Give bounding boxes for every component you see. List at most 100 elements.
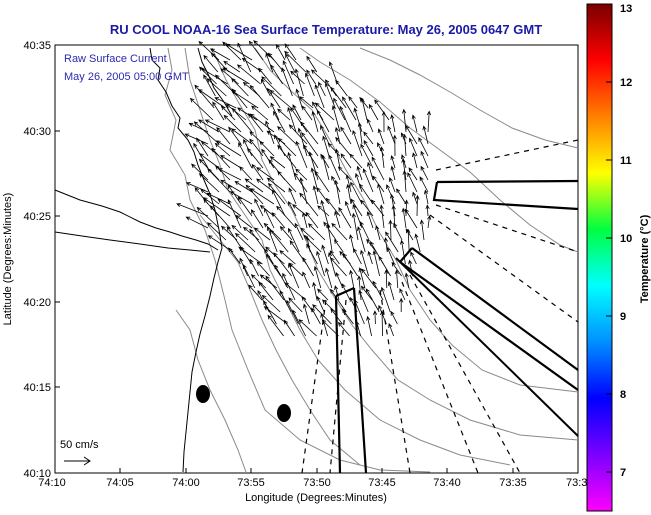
current-vector-36 xyxy=(261,76,282,97)
current-vector-264 xyxy=(207,222,227,241)
current-vector-175 xyxy=(371,156,385,181)
x-tick-4: 73:50 xyxy=(303,477,331,489)
current-vector-95 xyxy=(426,110,432,133)
current-vector-300 xyxy=(414,233,421,253)
current-vector-85 xyxy=(311,110,319,133)
current-vector-11 xyxy=(237,42,252,73)
current-vector-237 xyxy=(360,199,374,217)
current-vector-285 xyxy=(234,232,256,253)
current-vector-309 xyxy=(321,244,329,265)
current-vector-163 xyxy=(239,166,253,181)
current-vector-332 xyxy=(391,261,402,277)
current-vector-268 xyxy=(253,227,271,241)
x-tick-6: 73:40 xyxy=(433,477,461,489)
current-vector-177 xyxy=(401,157,407,181)
current-vector-360 xyxy=(372,280,384,301)
current-vector-275 xyxy=(331,222,348,241)
radar-box-1 xyxy=(432,179,579,211)
current-vector-12 xyxy=(241,57,263,73)
current-vector-263 xyxy=(427,215,432,229)
current-vector-346 xyxy=(384,269,389,289)
current-vector-319 xyxy=(249,258,259,277)
x-tick-3: 73:55 xyxy=(237,477,265,489)
y-tick-5: 40:10 xyxy=(23,468,51,480)
current-vector-3 xyxy=(225,43,253,61)
current-vector-198 xyxy=(402,169,407,193)
current-vector-28 xyxy=(310,69,327,85)
x-tick-7: 73:35 xyxy=(499,477,527,489)
current-vector-248 xyxy=(250,209,264,229)
current-vector-158 xyxy=(420,150,429,169)
contour-4 xyxy=(254,47,579,393)
y-tick-3: 40:20 xyxy=(23,297,51,309)
current-vector-33 xyxy=(231,77,249,97)
current-vector-325 xyxy=(316,250,325,277)
current-vector-391 xyxy=(298,319,317,337)
current-vector-244 xyxy=(196,206,220,229)
current-vector-279 xyxy=(388,219,393,241)
current-vector-394 xyxy=(337,321,350,337)
x-tick-2: 74:00 xyxy=(172,477,200,489)
current-vector-86 xyxy=(316,109,330,133)
current-vector-276 xyxy=(351,212,359,241)
current-vector-343 xyxy=(349,269,355,289)
current-vector-287 xyxy=(266,226,278,253)
current-vector-256 xyxy=(338,207,352,229)
current-vector-7 xyxy=(284,43,297,61)
current-vector-144 xyxy=(261,148,275,169)
current-vector-178 xyxy=(408,167,418,181)
current-vector-215 xyxy=(350,181,363,205)
current-vector-374 xyxy=(380,286,391,313)
current-vector-209 xyxy=(288,187,297,205)
current-vector-341 xyxy=(325,267,333,289)
current-vector-338 xyxy=(288,262,300,289)
current-vector-171 xyxy=(328,154,341,181)
contour-5 xyxy=(299,47,579,253)
current-vector-342 xyxy=(335,271,344,289)
current-vector-1 xyxy=(209,48,231,61)
current-vector-233 xyxy=(317,205,330,217)
current-vector-236 xyxy=(350,198,363,217)
current-vector-66 xyxy=(292,104,302,121)
current-vector-247 xyxy=(235,215,253,229)
current-vector-60 xyxy=(220,105,236,121)
current-vector-354 xyxy=(312,281,318,301)
current-vector-119 xyxy=(214,142,231,157)
current-vector-110 xyxy=(357,122,363,145)
current-vector-42 xyxy=(335,79,348,97)
colorbar-tick-0: 13 xyxy=(620,3,632,15)
current-vector-16 xyxy=(284,50,307,73)
current-vector-89 xyxy=(353,107,363,133)
current-vector-73 xyxy=(368,103,379,121)
current-vector-97 xyxy=(193,121,220,145)
current-vector-93 xyxy=(402,108,407,133)
current-vector-392 xyxy=(320,312,328,337)
buoy-marker-1 xyxy=(196,385,210,403)
current-vector-48 xyxy=(249,84,270,109)
current-vector-324 xyxy=(302,257,314,277)
current-vector-320 xyxy=(256,261,270,277)
current-vector-65 xyxy=(277,108,291,121)
current-vector-259 xyxy=(379,204,385,229)
current-vector-195 xyxy=(362,168,374,193)
current-vector-161 xyxy=(215,165,231,181)
current-vector-37 xyxy=(281,67,293,97)
current-vector-251 xyxy=(276,205,297,229)
current-vector-280 xyxy=(393,222,403,241)
current-vector-255 xyxy=(334,210,341,229)
current-vector-389 xyxy=(283,319,295,337)
current-vector-82 xyxy=(273,110,286,133)
current-vector-126 xyxy=(297,127,308,157)
current-vector-253 xyxy=(305,211,319,229)
colorbar xyxy=(586,3,613,512)
y-tick-4: 40:15 xyxy=(23,382,51,394)
current-vector-206 xyxy=(245,184,264,205)
current-vector-296 xyxy=(366,238,377,253)
current-vector-331 xyxy=(378,255,391,277)
current-vector-278 xyxy=(375,225,381,241)
current-vector-25 xyxy=(282,60,294,85)
current-vector-116 xyxy=(422,125,429,145)
current-vector-336 xyxy=(259,274,278,289)
current-vector-145 xyxy=(269,156,286,169)
current-vector-217 xyxy=(377,183,385,205)
